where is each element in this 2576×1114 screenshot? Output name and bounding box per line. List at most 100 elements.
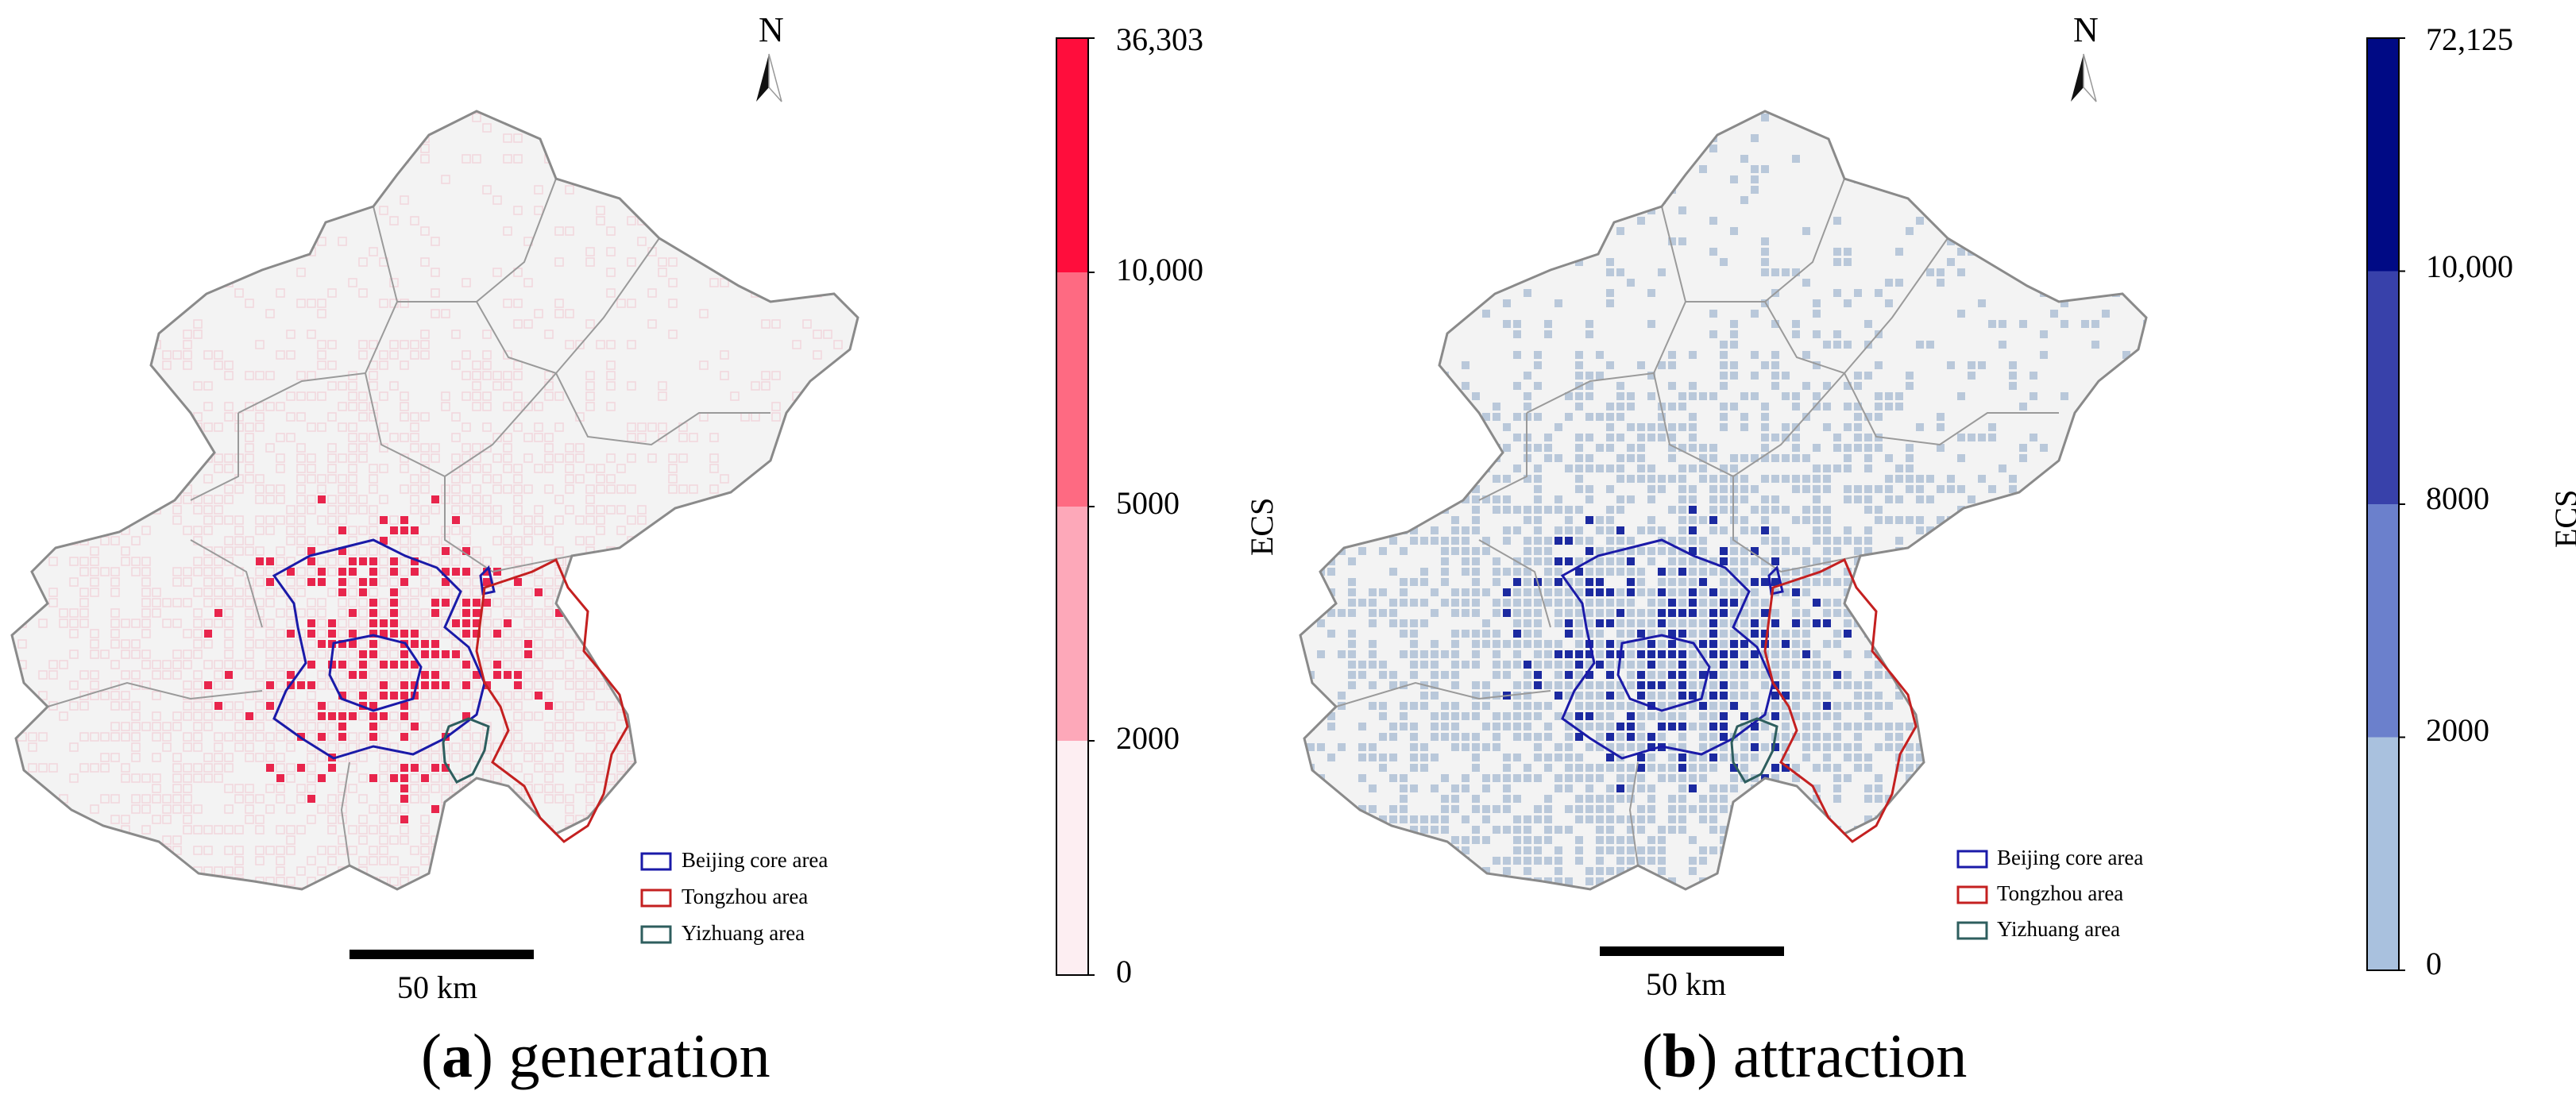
grid-cell [245, 650, 254, 659]
grid-cell [390, 568, 398, 576]
grid-cell [1802, 712, 1810, 720]
grid-cell [482, 350, 492, 360]
grid-cell [224, 866, 234, 876]
grid-cell [1493, 165, 1500, 173]
grid-cell [1575, 444, 1583, 452]
grid-cell [1968, 640, 1975, 648]
grid-cell [1689, 547, 1697, 555]
grid-cell [1678, 506, 1686, 514]
grid-cell [214, 702, 222, 710]
grid-cell [276, 774, 284, 782]
grid-cell [2143, 145, 2146, 152]
grid-cell [48, 763, 58, 773]
grid-cell [740, 133, 750, 143]
grid-cell [482, 701, 492, 711]
grid-cell [307, 608, 316, 618]
grid-cell [1751, 826, 1759, 834]
grid-cell [1379, 754, 1387, 761]
grid-cell [90, 505, 99, 515]
grid-cell [1782, 661, 1790, 669]
grid-cell [751, 381, 760, 391]
grid-cell [1565, 784, 1573, 792]
grid-cell [1709, 754, 1717, 761]
grid-cell [1441, 671, 1449, 679]
grid-cell [1658, 268, 1666, 276]
grid-cell [183, 111, 192, 112]
grid-cell [79, 360, 89, 370]
grid-cell [1575, 712, 1583, 720]
grid-cell [1813, 888, 1821, 889]
grid-cell [658, 877, 667, 886]
grid-cell [1782, 640, 1790, 648]
grid-cell [761, 381, 770, 391]
grid-cell [678, 784, 688, 793]
grid-cell [1740, 743, 1748, 751]
grid-cell [286, 711, 295, 721]
grid-cell [668, 278, 678, 287]
grid-cell [1771, 526, 1779, 534]
grid-cell [1647, 372, 1655, 380]
grid-cell [1751, 795, 1759, 803]
grid-cell [1482, 640, 1490, 648]
grid-cell [699, 309, 709, 318]
grid-cell [1699, 475, 1707, 483]
grid-cell [2091, 434, 2099, 441]
grid-cell [431, 650, 439, 658]
grid-cell [1751, 723, 1759, 730]
grid-cell [431, 671, 439, 679]
grid-cell [245, 753, 254, 762]
grid-cell [1513, 320, 1521, 328]
grid-cell [152, 598, 161, 607]
grid-cell [1678, 681, 1686, 689]
grid-cell [585, 567, 595, 576]
grid-cell [462, 568, 470, 576]
grid-cell [431, 681, 439, 689]
grid-cell [575, 567, 585, 576]
grid-cell [1503, 671, 1511, 679]
grid-cell [523, 515, 533, 525]
grid-cell [141, 773, 151, 783]
grid-cell [28, 815, 37, 824]
grid-cell [1369, 754, 1377, 761]
grid-cell [462, 742, 471, 752]
grid-cell [451, 464, 461, 473]
grid-cell [12, 753, 17, 762]
grid-cell [740, 804, 750, 814]
grid-cell [338, 453, 347, 463]
grid-cell [865, 661, 873, 669]
grid-cell [1689, 857, 1697, 865]
grid-cell [296, 495, 306, 504]
grid-cell [48, 111, 58, 112]
grid-cell [833, 505, 843, 515]
grid-cell [472, 680, 481, 690]
grid-cell [627, 835, 636, 845]
grid-cell [1823, 846, 1831, 854]
grid-cell [544, 443, 554, 453]
grid-cell [1782, 692, 1790, 700]
grid-cell [1854, 846, 1862, 854]
caption-attraction: (b) attraction [1642, 1021, 1968, 1090]
grid-cell [1647, 599, 1655, 607]
grid-cell [596, 123, 605, 133]
grid-cell [1968, 495, 1975, 503]
grid-cell [276, 237, 285, 246]
grid-cell [1689, 888, 1697, 889]
grid-cell [255, 546, 265, 556]
grid-cell [1813, 475, 1821, 483]
grid-cell [1906, 836, 1914, 844]
grid-cell [554, 299, 564, 308]
grid-cell [1606, 619, 1614, 627]
grid-cell [442, 681, 450, 689]
grid-cell [1730, 888, 1738, 889]
grid-cell [699, 608, 709, 618]
grid-cell [1730, 630, 1738, 638]
grid-cell [1668, 650, 1676, 658]
grid-cell [740, 557, 750, 566]
grid-cell [1327, 568, 1335, 576]
grid-cell [369, 619, 377, 627]
grid-cell [338, 670, 347, 680]
grid-cell [2153, 279, 2161, 287]
grid-cell [400, 722, 409, 731]
grid-cell [1740, 413, 1748, 421]
grid-cell [1916, 784, 1924, 792]
